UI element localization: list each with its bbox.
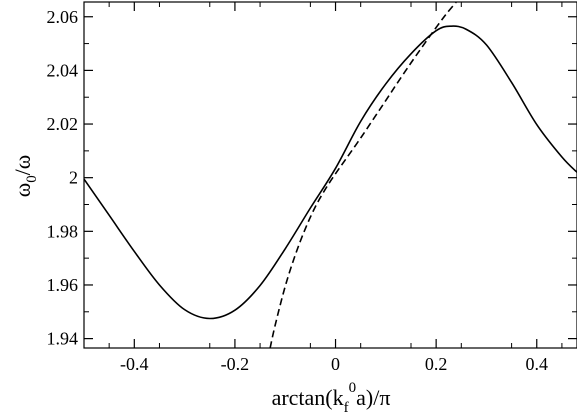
dashed-series-line xyxy=(269,1,457,349)
y-tick-label: 1.94 xyxy=(47,329,79,349)
y-tick-label: 2.06 xyxy=(47,7,79,27)
solid-series-line xyxy=(83,25,577,320)
x-axis-title: arctan(kf0a)/π xyxy=(272,380,391,412)
x-tick-label: -0.2 xyxy=(221,354,250,374)
x-tick-label: 0 xyxy=(331,354,340,374)
x-tick-label: 0.2 xyxy=(425,354,448,374)
x-tick-label: 0.4 xyxy=(526,354,549,374)
series-layer xyxy=(83,1,577,349)
x-tick-label: -0.4 xyxy=(120,354,149,374)
y-tick-label: 2.04 xyxy=(47,60,79,80)
y-tick-label: 1.96 xyxy=(47,275,79,295)
plot-frame xyxy=(83,1,577,349)
y-tick-label: 2 xyxy=(69,168,78,188)
y-tick-label: 2.02 xyxy=(47,114,79,134)
tick-layer: -0.4 -0.2 0 0.2 0.4 1.94 1.96 1.98 2 2.02 2.04 2.06 xyxy=(47,2,577,374)
y-axis-title: ω0/ω xyxy=(10,155,40,198)
y-tick-label: 1.98 xyxy=(47,221,79,241)
